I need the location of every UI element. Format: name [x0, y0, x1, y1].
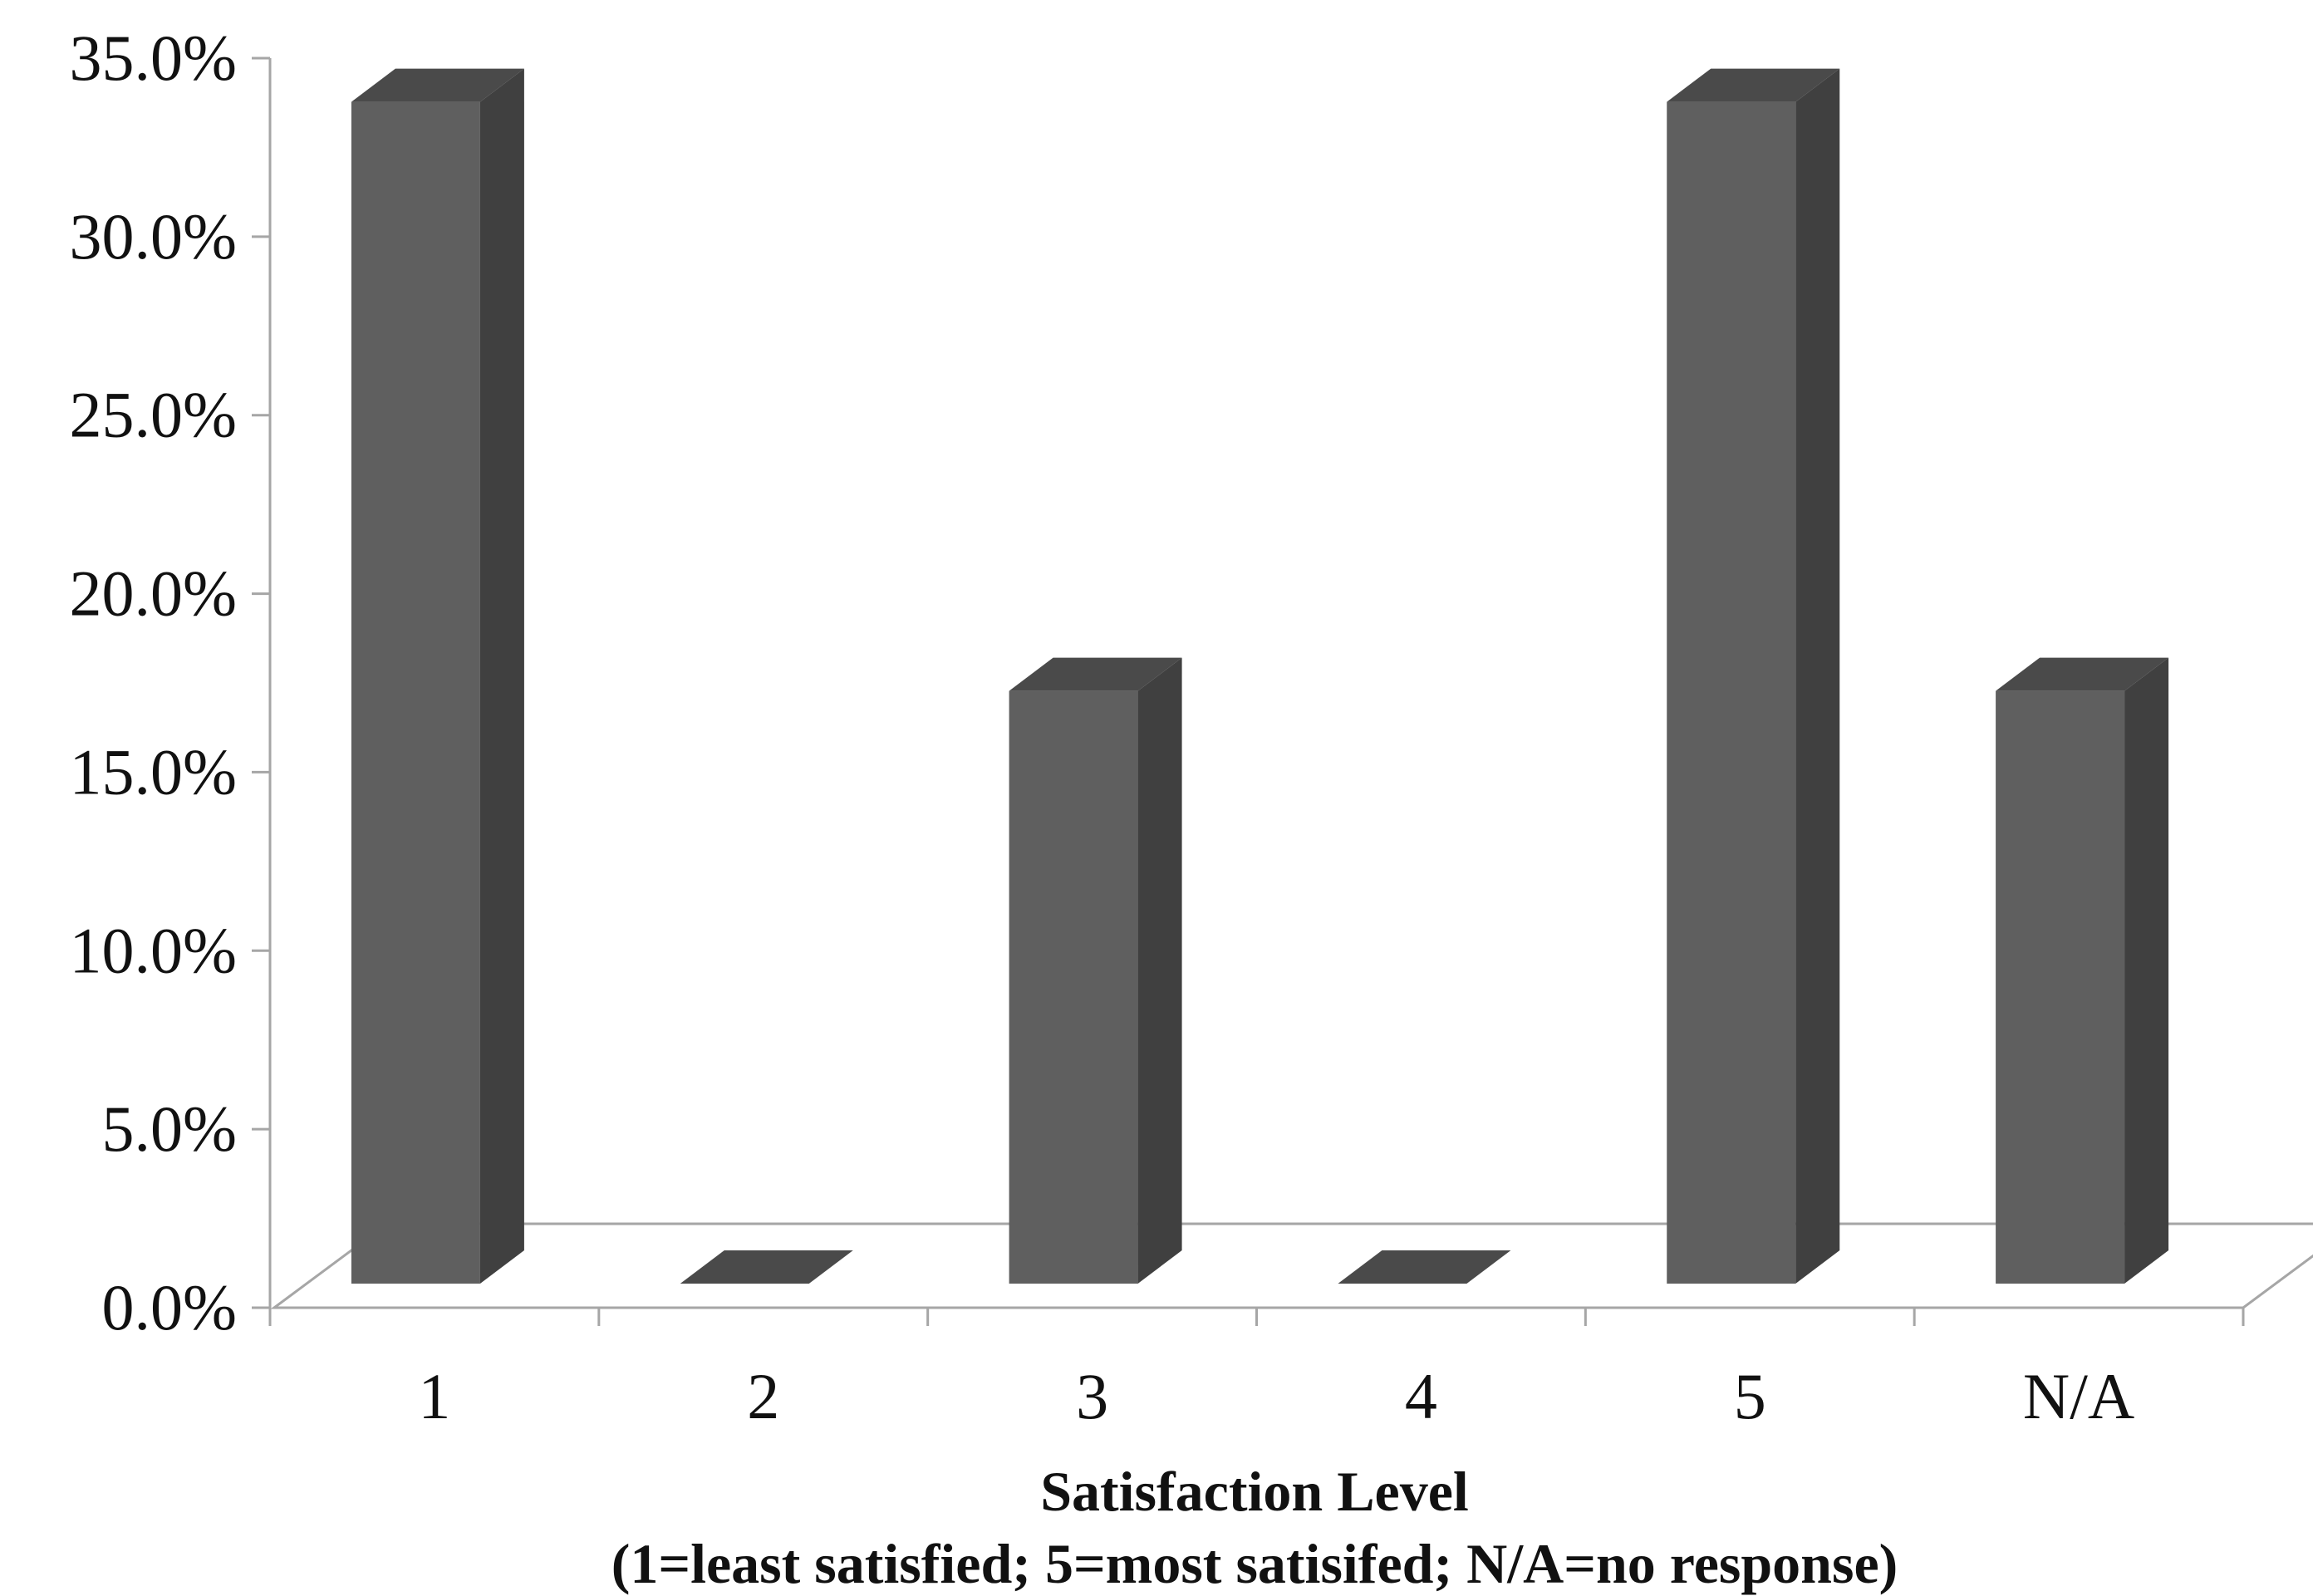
labels: 0.0% 5.0% 10.0% 15.0% 20.0% 25.0% 30.0% 35.0% 1 2… — [70, 22, 2135, 1432]
bar-2 — [680, 1250, 853, 1284]
bar-na — [1996, 657, 2169, 1284]
x-category-label: 2 — [747, 1360, 779, 1432]
x-category-label: 1 — [418, 1360, 450, 1432]
bar-top — [1667, 68, 1840, 102]
x-axis-title: Satisfaction Level — [1040, 1460, 1469, 1523]
bar-top — [680, 1250, 853, 1284]
bar-4 — [1338, 1250, 1511, 1284]
bar-top — [351, 68, 524, 102]
bar-3 — [1009, 657, 1182, 1284]
bar-front — [351, 101, 480, 1284]
bar-side — [479, 68, 524, 1284]
bar-1 — [351, 68, 524, 1284]
x-axis-subtitle: (1=least satisfied; 5=most satisifed; N/… — [611, 1532, 1898, 1595]
bar-front — [1667, 101, 1796, 1284]
y-tick-label: 20.0% — [70, 557, 237, 630]
y-tick-label: 10.0% — [70, 914, 237, 986]
bars — [351, 68, 2169, 1284]
bar-front — [1009, 690, 1138, 1284]
bar-top — [1009, 657, 1182, 691]
y-tick-label: 15.0% — [70, 735, 237, 808]
x-category-label: N/A — [2023, 1360, 2134, 1432]
y-tick-label: 30.0% — [70, 200, 237, 273]
x-category-label: 5 — [1734, 1360, 1766, 1432]
bar-side — [2124, 657, 2169, 1284]
bar-top — [1996, 657, 2169, 691]
y-tick-label: 25.0% — [70, 379, 237, 451]
bar-top — [1338, 1250, 1511, 1284]
bar-side — [1795, 68, 1840, 1284]
y-tick-label: 35.0% — [70, 22, 237, 94]
bar-5 — [1667, 68, 1840, 1284]
y-tick-label: 0.0% — [102, 1271, 237, 1343]
y-tick-label: 5.0% — [102, 1093, 237, 1165]
bar-front — [1996, 690, 2125, 1284]
x-category-label: 4 — [1405, 1360, 1437, 1432]
bar-side — [1137, 657, 1182, 1284]
x-category-label: 3 — [1076, 1360, 1108, 1432]
